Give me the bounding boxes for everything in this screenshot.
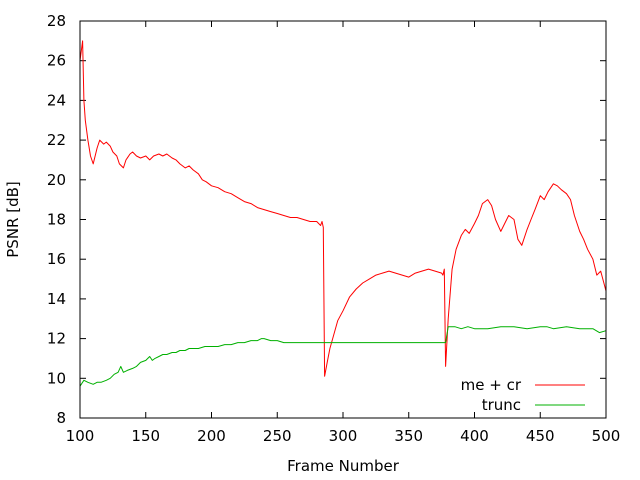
series-line-me-cr	[79, 40, 607, 377]
x-tick-label: 450	[526, 427, 555, 445]
legend: me + cr trunc	[461, 376, 585, 414]
x-tick-label: 400	[460, 427, 489, 445]
y-tick-label: 14	[47, 290, 66, 308]
plot-frame	[79, 20, 607, 419]
x-tick-label: 150	[131, 427, 160, 445]
legend-label: trunc	[482, 396, 521, 414]
y-tick-label: 12	[47, 330, 66, 348]
y-tick-label: 16	[47, 250, 66, 268]
axes: 100 150 200 250 300 350 400 450 500 8 10 12 14 16 18 20…	[47, 12, 620, 445]
x-axis-label: Frame Number	[287, 457, 400, 475]
y-tick-label: 10	[47, 369, 66, 387]
y-tick-label: 18	[47, 211, 66, 229]
x-tick-label: 250	[263, 427, 292, 445]
x-tick-label: 500	[592, 427, 621, 445]
y-tick-label: 20	[47, 171, 66, 189]
x-tick-label: 350	[394, 427, 423, 445]
plot-lines	[79, 40, 607, 387]
legend-label: me + cr	[461, 376, 522, 394]
y-tick-label: 22	[47, 131, 66, 149]
y-tick-label: 28	[47, 12, 66, 30]
y-axis-label: PSNR [dB]	[4, 181, 22, 258]
x-tick-label: 100	[66, 427, 95, 445]
y-tick-label: 8	[56, 409, 66, 427]
series-line-trunc	[79, 326, 607, 387]
x-tick-label: 300	[329, 427, 358, 445]
x-tick-label: 200	[197, 427, 226, 445]
y-tick-label: 26	[47, 52, 66, 70]
y-tick-label: 24	[47, 91, 66, 109]
